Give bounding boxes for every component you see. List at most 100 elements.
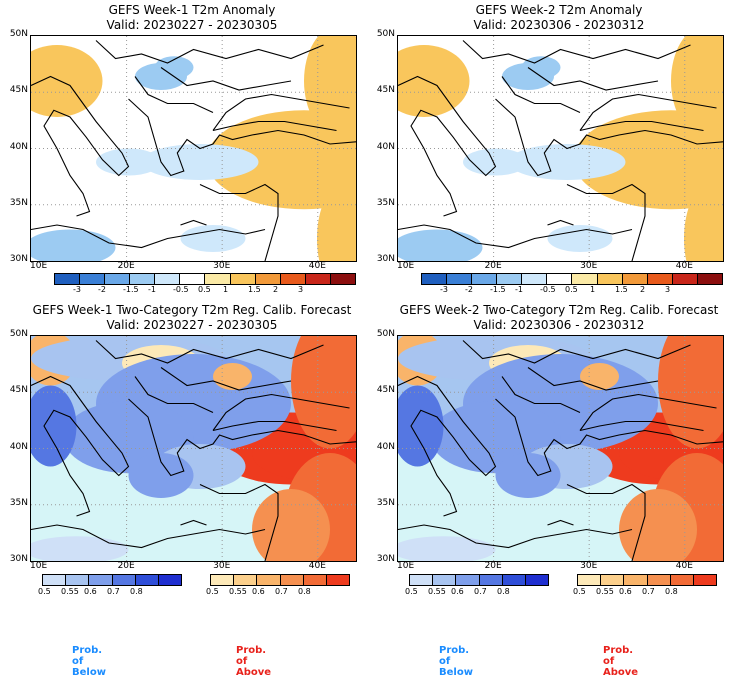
- lat-label: 30N: [376, 254, 395, 264]
- colorbar-label: -3: [440, 285, 448, 294]
- colorbar-swatch: [456, 575, 480, 585]
- colorbar-swatch: [155, 274, 181, 284]
- colorbar-swatch: [525, 575, 549, 585]
- colorbar-swatch: [130, 274, 156, 284]
- colorbar-label: 0.55: [229, 587, 247, 596]
- coastline: [199, 483, 279, 561]
- colorbar-swatch: [303, 575, 327, 585]
- coastline: [95, 340, 324, 364]
- lon-label: 10E: [397, 261, 415, 271]
- lat-label: 30N: [9, 554, 28, 564]
- colorbar-swatch: [597, 274, 623, 284]
- colorbar-label: 0.5: [38, 587, 51, 596]
- shading-region: [495, 453, 561, 498]
- lat-label: 35N: [9, 497, 28, 508]
- colorbar-label: 0.5: [565, 285, 578, 294]
- coastline: [579, 120, 704, 132]
- coastline: [462, 340, 691, 364]
- colorbar-swatch: [80, 274, 106, 284]
- shading-region: [398, 45, 470, 117]
- map-area[interactable]: [30, 35, 357, 262]
- coastline: [398, 524, 633, 549]
- colorbar-label: 0.8: [665, 587, 678, 596]
- colorbar-swatch: [647, 575, 671, 585]
- colorbar-label: -0.5: [173, 285, 189, 294]
- coastline: [501, 76, 581, 113]
- coastline: [128, 398, 356, 477]
- coastline: [199, 183, 279, 261]
- colorbar-swatch: [447, 274, 473, 284]
- panel-title: GEFS Week-1 T2m Anomaly: [108, 3, 276, 17]
- coastline: [128, 98, 356, 177]
- colorbar-swatch: [180, 274, 206, 284]
- lon-label: 30E: [580, 561, 598, 571]
- colorbar-label: 1: [590, 285, 596, 294]
- coastline: [579, 420, 704, 432]
- colorbar-label: -1: [515, 285, 523, 294]
- coastline: [547, 219, 574, 226]
- colorbar-swatch: [672, 274, 698, 284]
- shading-region: [573, 110, 723, 210]
- shading-region: [684, 184, 723, 261]
- colorbar-label: 0.55: [596, 587, 614, 596]
- colorbar-swatch: [280, 274, 306, 284]
- coastline: [566, 183, 646, 261]
- colorbar-swatch: [522, 274, 548, 284]
- coastline: [579, 93, 717, 131]
- lon-label: 30E: [580, 261, 598, 271]
- colorbar-swatch: [622, 274, 648, 284]
- shading-region: [128, 453, 194, 498]
- colorbar-label: -0.5: [540, 285, 556, 294]
- colorbar-swatch: [55, 274, 81, 284]
- colorbar-swatch: [647, 274, 673, 284]
- lat-label: 50N: [9, 329, 28, 339]
- colorbar-label: 0.5: [573, 587, 586, 596]
- below-probability-colorbar: [409, 574, 549, 586]
- colorbar-label: 2: [640, 285, 646, 294]
- colorbar-label: 0.8: [497, 587, 510, 596]
- shading-region: [31, 229, 116, 261]
- lon-label: 40E: [675, 261, 693, 271]
- lon-label: 20E: [117, 561, 135, 571]
- colorbar-swatch: [497, 274, 523, 284]
- shading-region: [304, 36, 356, 135]
- coastline: [212, 120, 337, 132]
- colorbar-swatch: [410, 575, 434, 585]
- panel-title: GEFS Week-2 T2m Anomaly: [475, 3, 643, 17]
- lat-label: 35N: [376, 197, 395, 208]
- shading-region: [31, 385, 77, 467]
- coastline: [495, 398, 723, 477]
- lon-label: 40E: [308, 561, 326, 571]
- shading-region: [508, 144, 626, 180]
- lat-label: 30N: [9, 254, 28, 264]
- coastline: [212, 420, 337, 432]
- colorbar-swatch: [89, 575, 113, 585]
- coastline: [95, 40, 324, 64]
- above-probability-colorbar: [577, 574, 717, 586]
- map-canvas: [31, 36, 356, 261]
- shading-region: [252, 489, 330, 561]
- panel-title: GEFS Week-1 Two-Category T2m Reg. Calib.…: [32, 303, 352, 317]
- shading-region: [398, 385, 444, 467]
- colorbar-swatch: [105, 274, 131, 284]
- shading-region: [398, 229, 483, 261]
- lon-label: 10E: [30, 561, 48, 571]
- lat-label: 35N: [9, 197, 28, 208]
- colorbar-swatch: [693, 575, 717, 585]
- colorbar-label: 1.5: [248, 285, 261, 294]
- colorbar-label: 0.7: [275, 587, 288, 596]
- map-canvas: [398, 36, 723, 261]
- above-probability-colorbar: [210, 574, 350, 586]
- panel-valid-dates: Valid: 20230227 - 20230305: [106, 18, 278, 32]
- colorbar-swatch: [572, 274, 598, 284]
- lat-label: 40N: [376, 441, 395, 452]
- map-area[interactable]: [397, 335, 724, 562]
- map-area[interactable]: [30, 335, 357, 562]
- colorbar-label: -3: [73, 285, 81, 294]
- map-area[interactable]: [397, 35, 724, 262]
- colorbar-label: -1.5: [123, 285, 139, 294]
- below-probability-colorbar: [42, 574, 182, 586]
- lon-label: 20E: [117, 261, 135, 271]
- colorbar-swatch: [211, 575, 235, 585]
- coastline: [579, 393, 717, 431]
